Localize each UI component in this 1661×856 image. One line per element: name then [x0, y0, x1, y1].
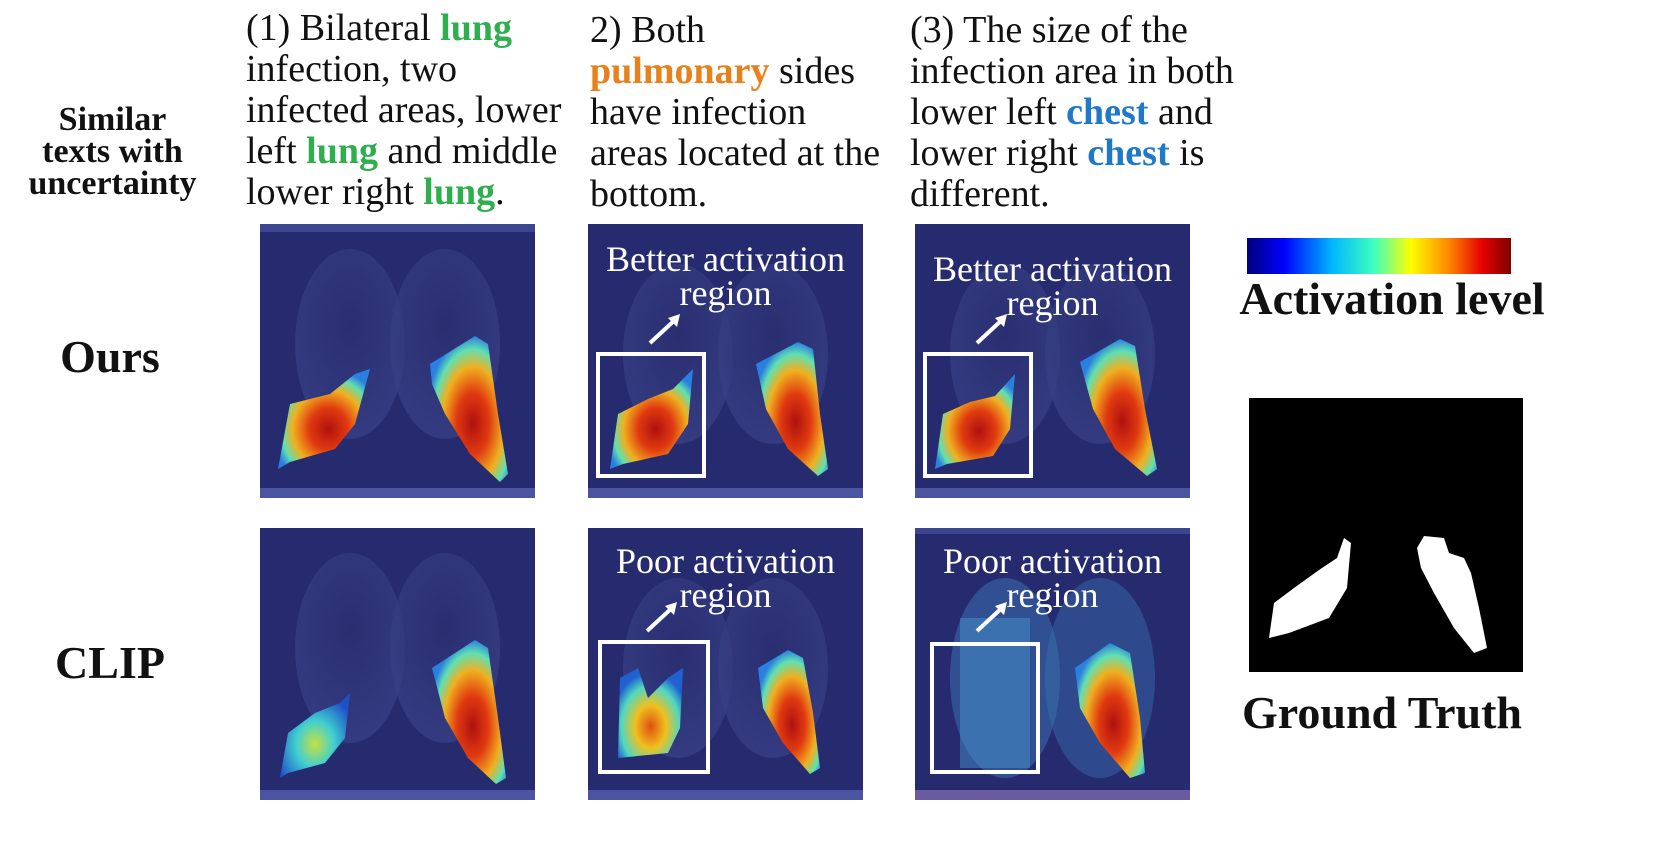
keyword-lung-1: lung	[440, 7, 512, 49]
highlight-box-poor-2	[930, 642, 1040, 774]
heatmap-ours-3: Better activation region	[915, 224, 1190, 498]
arrow-icon	[648, 314, 680, 345]
keyword-chest-2: chest	[1087, 132, 1170, 174]
caption-3: (3) The size of the infection area in bo…	[910, 9, 1234, 215]
heatmap-ours-2: Better activation region	[588, 224, 863, 498]
row-header: Similar texts with uncertainty	[10, 101, 215, 202]
annotation-better-1: Better activation region	[606, 239, 845, 313]
row-header-line3: uncertainty	[28, 165, 197, 202]
keyword-pulmonary: pulmonary	[590, 50, 770, 92]
heatmap-clip-3: Poor activation region	[915, 528, 1190, 800]
ground-truth-mask	[1249, 398, 1523, 672]
row-header-line1: Similar	[58, 101, 167, 138]
ground-truth-label: Ground Truth	[1242, 687, 1522, 738]
keyword-chest-1: chest	[1066, 91, 1149, 133]
colorbar-label: Activation level	[1239, 273, 1545, 324]
caption-2: 2) Both pulmonary sides have infection a…	[590, 9, 881, 215]
highlight-box-better-1	[596, 352, 706, 478]
row-label-clip: CLIP	[55, 637, 165, 688]
highlight-box-better-2	[923, 352, 1033, 478]
keyword-lung-3: lung	[423, 171, 496, 213]
annotation-better-2: Better activation region	[933, 249, 1172, 323]
arrow-icon	[645, 602, 677, 633]
row-label-ours: Ours	[60, 331, 160, 382]
annotation-poor-1: Poor activation region	[616, 541, 835, 615]
annotation-poor-2: Poor activation region	[943, 541, 1162, 615]
heatmap-clip-1	[260, 528, 535, 800]
heatmap-ours-1	[260, 224, 535, 498]
colorbar	[1247, 238, 1511, 274]
caption-1: (1) Bilateral lung infection, two infect…	[246, 7, 562, 213]
row-header-line2: texts with	[42, 133, 183, 170]
arrow-icon	[975, 602, 1007, 633]
keyword-lung-2: lung	[306, 130, 378, 172]
arrow-icon	[975, 314, 1007, 345]
highlight-box-poor-1	[598, 640, 710, 774]
heatmap-clip-2: Poor activation region	[588, 528, 863, 800]
